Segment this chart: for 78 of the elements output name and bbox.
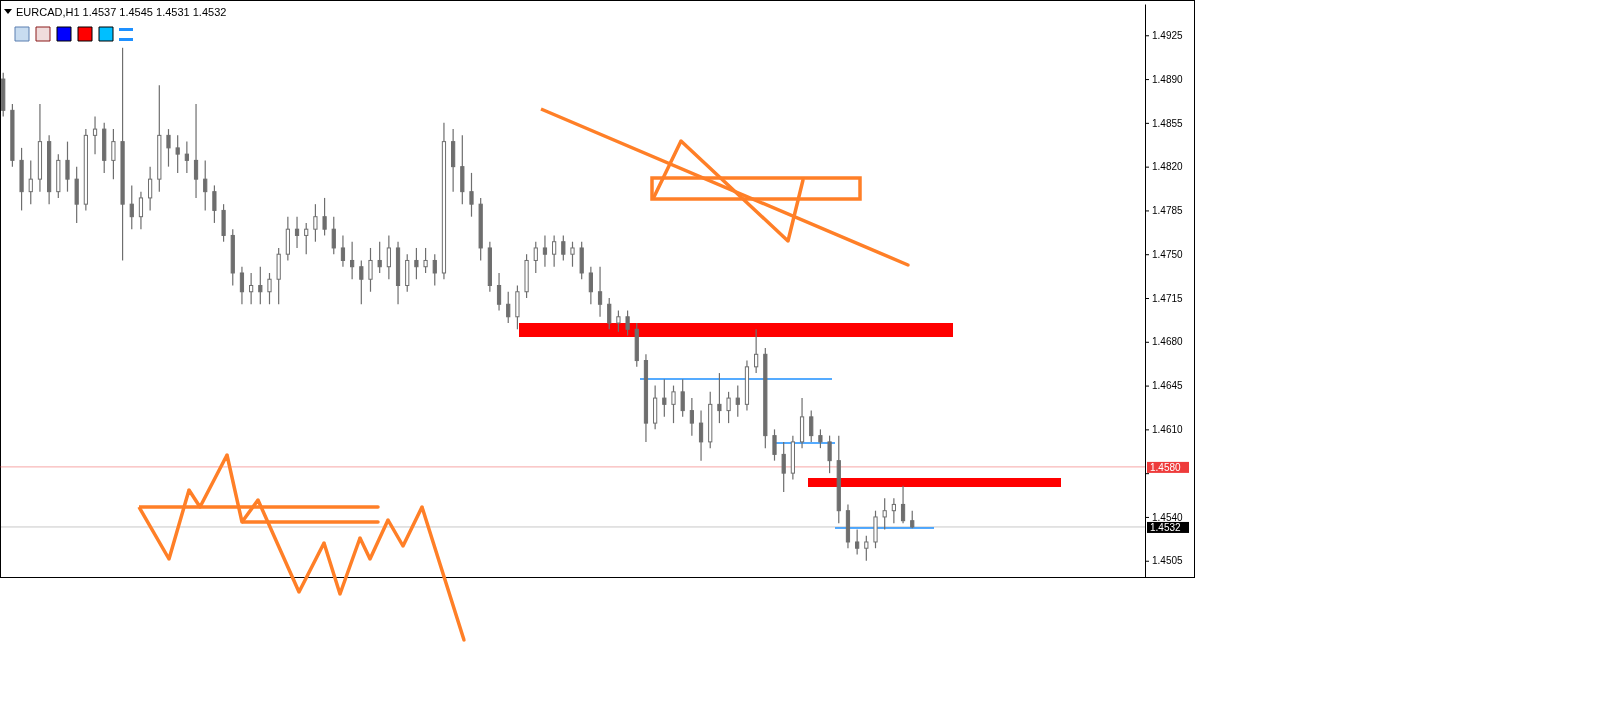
candlestick — [552, 234, 557, 268]
chart-title: EURCAD,H1 1.4537 1.4545 1.4531 1.4532 — [16, 6, 227, 18]
candlestick — [754, 328, 759, 374]
candlestick — [350, 241, 355, 280]
candlestick — [680, 378, 685, 418]
candlestick — [386, 234, 391, 280]
candlestick — [698, 410, 704, 462]
candlestick — [166, 128, 171, 168]
y-tick-label: 1.4785 — [1152, 205, 1184, 217]
candlestick — [322, 197, 327, 237]
candlestick — [212, 184, 217, 224]
candlestick — [726, 391, 731, 424]
candlestick — [203, 159, 208, 212]
candlestick — [432, 253, 437, 287]
candlestick — [304, 222, 309, 255]
candlestick — [781, 441, 786, 493]
candlestick — [506, 291, 511, 324]
candlestick — [65, 141, 70, 193]
candlestick — [239, 266, 245, 305]
y-tick-label: 1.4505 — [1152, 555, 1184, 567]
candlestick — [184, 141, 189, 174]
candlestick — [809, 410, 814, 443]
candlestick — [92, 116, 98, 155]
candlestick — [258, 266, 263, 305]
y-tick-label: 1.4925 — [1152, 29, 1184, 41]
candlestick — [129, 184, 134, 230]
candlestick — [772, 428, 777, 462]
candlestick — [28, 159, 33, 205]
candlestick — [625, 309, 630, 337]
y-tick-label: 1.4750 — [1152, 248, 1184, 260]
y-tick-label: 1.4820 — [1152, 161, 1184, 173]
candlestick — [855, 528, 860, 556]
candlestick — [662, 378, 667, 418]
candlestick — [359, 259, 364, 305]
y-tick-label: 1.4890 — [1152, 73, 1184, 85]
candlestick — [148, 166, 153, 212]
y-tick-label: 1.4645 — [1152, 380, 1184, 392]
candlestick — [193, 103, 199, 199]
candlestick — [882, 497, 887, 531]
y-tick-label: 1.4540 — [1152, 511, 1184, 523]
candlestick — [542, 234, 548, 268]
candlestick — [818, 428, 823, 449]
candlestick — [267, 272, 272, 305]
y-tick-label: 1.4715 — [1152, 292, 1184, 304]
candlestick — [616, 309, 621, 333]
candlestick — [717, 372, 722, 424]
candlestick — [331, 216, 336, 255]
y-tick-label: 1.4680 — [1152, 336, 1184, 348]
candlestick — [533, 241, 538, 274]
candlestick — [368, 247, 373, 293]
candlestick — [294, 216, 300, 249]
candlestick — [864, 535, 869, 562]
candlestick — [561, 234, 566, 262]
y-tick-label: 1.4855 — [1152, 117, 1184, 129]
ref-line-label: 1.4580 — [1150, 461, 1182, 473]
candlestick — [597, 266, 603, 318]
candlestick — [689, 397, 694, 437]
candlestick — [671, 384, 676, 424]
candlestick — [588, 266, 593, 305]
candlestick — [469, 172, 474, 218]
candlestick — [414, 247, 419, 280]
candlestick — [175, 134, 180, 174]
candlestick — [891, 497, 896, 524]
candlestick — [827, 435, 832, 474]
candlestick — [496, 272, 502, 312]
candlestick — [607, 297, 612, 330]
candlestick — [313, 203, 318, 243]
candlestick — [340, 234, 346, 268]
candlestick — [377, 241, 382, 274]
ref-line-label: 1.4532 — [1150, 521, 1182, 533]
candlestick — [111, 128, 116, 180]
candlestick — [423, 247, 428, 274]
candlestick — [570, 241, 575, 268]
candlestick — [735, 384, 740, 418]
candlestick — [900, 485, 906, 524]
candlestick — [249, 272, 254, 305]
y-tick-label: 1.4610 — [1152, 424, 1184, 436]
candlestick — [138, 191, 144, 230]
